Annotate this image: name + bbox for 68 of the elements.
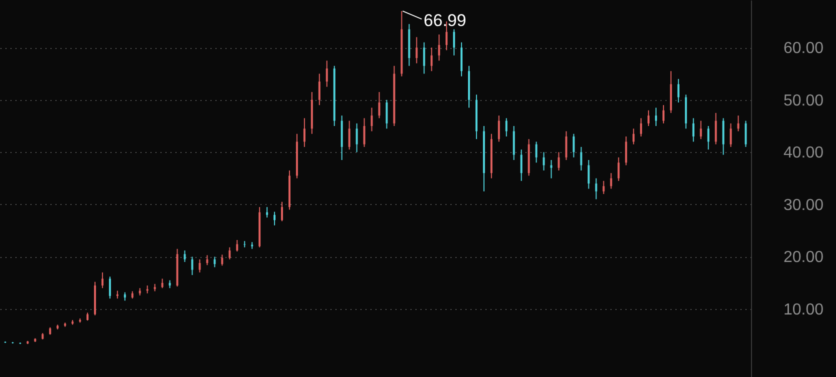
candlestick bbox=[542, 152, 545, 171]
candlestick bbox=[730, 122, 732, 148]
candlestick bbox=[191, 256, 194, 276]
candlestick bbox=[640, 118, 642, 137]
candlestick bbox=[520, 149, 522, 182]
candlestick bbox=[707, 126, 710, 150]
candlestick bbox=[610, 172, 612, 190]
candlestick bbox=[692, 118, 694, 142]
candlestick bbox=[580, 146, 582, 171]
candlestick bbox=[281, 201, 283, 222]
y-tick-label: 60.00 bbox=[784, 40, 824, 58]
candlestick bbox=[498, 115, 500, 142]
candlestick bbox=[625, 136, 628, 166]
candlestick bbox=[423, 42, 426, 74]
candlestick bbox=[184, 250, 186, 262]
candlestick bbox=[714, 112, 717, 145]
candlestick bbox=[535, 141, 538, 164]
candlestick bbox=[722, 118, 724, 156]
candlestick bbox=[430, 47, 433, 72]
candlestick bbox=[108, 276, 111, 300]
candlestick bbox=[550, 160, 552, 179]
candlestick bbox=[505, 118, 508, 137]
candlestick bbox=[744, 120, 747, 148]
candlestick bbox=[228, 246, 231, 260]
candlestick bbox=[236, 240, 238, 252]
candlestick bbox=[460, 42, 463, 77]
candlestick bbox=[572, 133, 575, 158]
candlestick bbox=[386, 99, 388, 130]
candlestick bbox=[356, 122, 358, 153]
candlestick bbox=[274, 211, 276, 226]
candlestick bbox=[326, 60, 328, 88]
candlestick bbox=[512, 126, 515, 161]
candlestick bbox=[618, 156, 620, 182]
candlestick bbox=[595, 178, 598, 200]
candlestick bbox=[363, 118, 366, 148]
candlestick bbox=[214, 256, 216, 268]
candlestick bbox=[677, 78, 680, 103]
y-tick-label: 10.00 bbox=[784, 302, 824, 319]
candlestick bbox=[318, 73, 320, 106]
y-tick-label: 50.00 bbox=[784, 92, 824, 110]
candlestick bbox=[602, 180, 605, 194]
candlestick bbox=[588, 160, 590, 190]
candlestick bbox=[453, 28, 456, 56]
y-tick-label: 20.00 bbox=[784, 249, 824, 266]
candlestick bbox=[648, 110, 650, 127]
candlestick bbox=[438, 34, 440, 62]
candlestick bbox=[655, 107, 658, 127]
annotation: 66.99 bbox=[424, 11, 466, 30]
candlestick bbox=[370, 107, 373, 132]
candlestick bbox=[378, 92, 380, 119]
candlestick bbox=[416, 36, 418, 64]
candlestick bbox=[303, 118, 306, 148]
y-tick-label: 40.00 bbox=[784, 144, 824, 162]
candlestick bbox=[266, 206, 268, 218]
candlestick bbox=[558, 152, 560, 171]
candlestick bbox=[206, 254, 208, 266]
candlestick bbox=[221, 254, 224, 266]
candlestick bbox=[565, 130, 568, 161]
candlestick bbox=[737, 115, 740, 132]
candlestick bbox=[348, 120, 350, 150]
candlestick bbox=[700, 120, 702, 140]
candlestick bbox=[244, 240, 246, 248]
candlestick bbox=[101, 272, 104, 289]
candlestick bbox=[161, 278, 164, 289]
candlestick bbox=[198, 258, 201, 273]
candlestick bbox=[632, 128, 635, 145]
candlestick bbox=[662, 104, 664, 124]
y-tick-label: 30.00 bbox=[784, 196, 824, 214]
